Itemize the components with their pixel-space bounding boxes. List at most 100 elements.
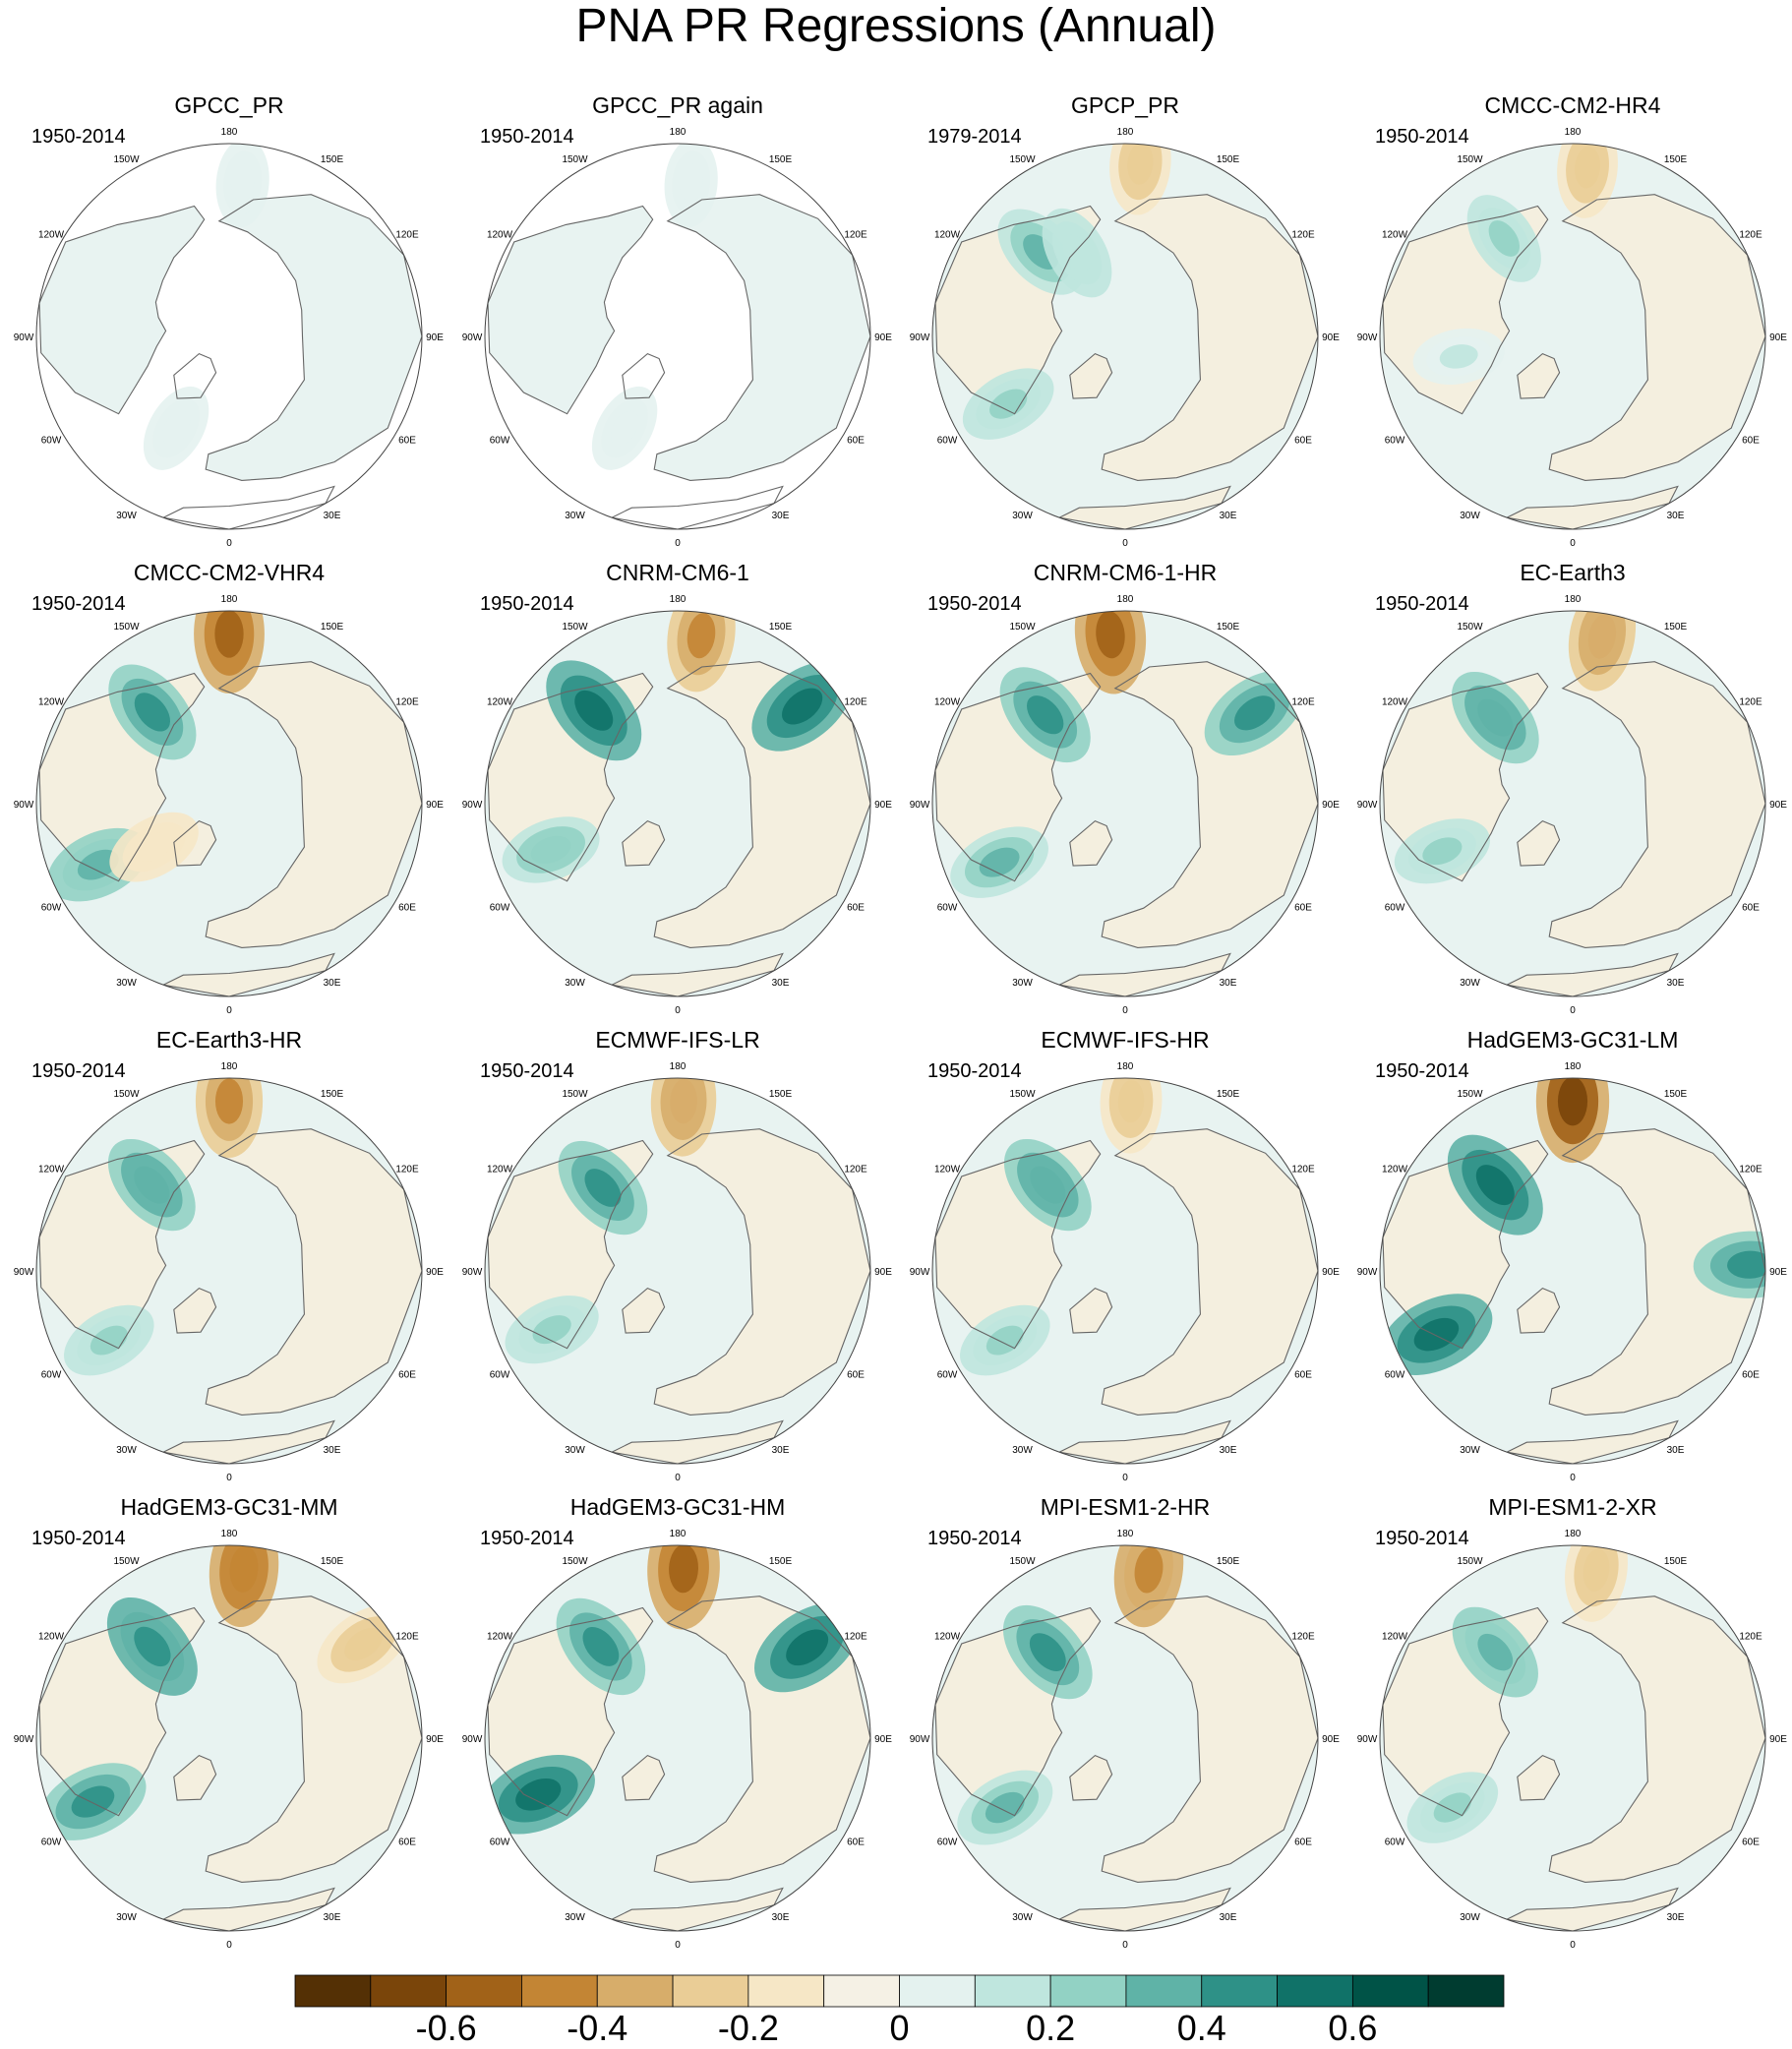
panel-years: 1950-2014 (31, 126, 126, 148)
panel-title: ECMWF-IFS-LR (595, 1027, 759, 1053)
regression-anomaly (670, 1078, 697, 1124)
regression-anomaly (1557, 1078, 1588, 1126)
longitude-label: 120E (395, 1165, 419, 1175)
longitude-label: 150E (321, 1556, 344, 1567)
longitude-label: 120E (1291, 697, 1315, 708)
land-field (1517, 820, 1560, 867)
map-boundary (931, 1544, 1319, 1932)
longitude-label: 120W (487, 1165, 513, 1175)
map-boundary (1379, 1544, 1766, 1932)
longitude-label: 0 (675, 538, 681, 549)
panel-title: ECMWF-IFS-HR (1041, 1027, 1209, 1053)
panel-title: EC-Earth3 (1520, 560, 1625, 585)
colorbar-tick-label: -0.2 (718, 2008, 779, 2048)
colorbar-bin (899, 1974, 976, 2008)
land-field (206, 661, 422, 948)
longitude-label: 60W (490, 436, 510, 447)
longitude-label: 150W (113, 1089, 140, 1100)
longitude-label: 30W (1012, 511, 1033, 521)
longitude-label: 120E (1291, 1165, 1315, 1175)
longitude-label: 180 (1565, 127, 1582, 138)
longitude-label: 90W (1357, 1734, 1378, 1745)
longitude-label: 180 (221, 127, 238, 138)
longitude-label: 90E (874, 1267, 892, 1278)
longitude-label: 150E (769, 154, 793, 165)
map-panel: 180 150E 120E 90E 60E 30E 0 30W 60W 90W 120W 150W GP… (462, 92, 893, 549)
longitude-label: 90E (426, 800, 444, 811)
longitude-label: 150E (1217, 1556, 1240, 1567)
coastline (1548, 194, 1765, 481)
coastline (1069, 819, 1113, 867)
longitude-label: 60W (41, 1370, 62, 1381)
map-field (36, 611, 422, 996)
coastline (1382, 672, 1549, 882)
longitude-label: 30E (1220, 511, 1237, 521)
regression-anomaly (530, 835, 571, 864)
coastline (934, 672, 1102, 882)
longitude-label: 180 (221, 594, 238, 605)
longitude-label: 180 (1117, 1529, 1134, 1539)
land-field (488, 206, 653, 414)
coastline (38, 1139, 206, 1350)
longitude-label: 30W (565, 1445, 585, 1456)
coastline (173, 819, 217, 867)
longitude-label: 90W (910, 1734, 930, 1745)
longitude-label: 0 (226, 538, 232, 549)
longitude-label: 90E (1769, 332, 1787, 343)
longitude-label: 30W (1460, 1445, 1480, 1456)
longitude-label: 120E (395, 1632, 419, 1643)
regression-anomaly (1575, 146, 1601, 189)
coastline (934, 205, 1102, 415)
longitude-label: 150E (1664, 154, 1688, 165)
longitude-label: 150E (1664, 1089, 1688, 1100)
longitude-label: 120E (844, 230, 867, 241)
longitude-label: 90W (14, 332, 34, 343)
coastline (38, 672, 206, 882)
longitude-label: 180 (1117, 127, 1134, 138)
longitude-label: 30E (1220, 1912, 1237, 1923)
coastline (487, 205, 654, 415)
coastline (1382, 1139, 1549, 1350)
longitude-label: 180 (1565, 1529, 1582, 1539)
map-field (485, 1078, 870, 1464)
map-boundary (35, 1544, 423, 1932)
longitude-label: 120W (487, 697, 513, 708)
longitude-label: 0 (675, 1005, 681, 1016)
coastline (1101, 1596, 1318, 1883)
land-field (173, 1288, 216, 1334)
coastline (1505, 1419, 1679, 1464)
longitude-label: 90E (1769, 1734, 1787, 1745)
longitude-label: 180 (670, 1529, 687, 1539)
longitude-label: 180 (221, 1061, 238, 1072)
longitude-label: 120E (1291, 1632, 1315, 1643)
longitude-label: 180 (1565, 594, 1582, 605)
coastline (1382, 205, 1549, 415)
longitude-label: 0 (675, 1473, 681, 1483)
longitude-label: 30E (1667, 1912, 1685, 1923)
longitude-label: 60E (398, 903, 416, 914)
regression-anomaly (1477, 1633, 1514, 1671)
panel-title: CNRM-CM6-1 (606, 560, 749, 585)
map-panel: 180 150E 120E 90E 60E 30E 0 30W 60W 90W 120W 150W GP… (14, 92, 445, 549)
longitude-label: 120W (38, 230, 65, 241)
longitude-label: 30W (1460, 1912, 1480, 1923)
coastline (38, 1606, 206, 1817)
longitude-label: 0 (1570, 1005, 1576, 1016)
coastline (1517, 819, 1561, 867)
map-boundary (484, 1544, 871, 1932)
coastline (1057, 952, 1231, 996)
longitude-label: 60W (41, 1838, 62, 1848)
coastline (610, 952, 784, 996)
coastline (934, 1139, 1102, 1350)
panel-title: CNRM-CM6-1-HR (1034, 560, 1218, 585)
longitude-label: 30W (565, 511, 585, 521)
regression-anomaly (515, 1778, 562, 1811)
longitude-label: 150W (113, 154, 140, 165)
longitude-label: 30W (565, 978, 585, 989)
longitude-label: 60W (937, 903, 958, 914)
regression-anomaly (1727, 1250, 1765, 1279)
longitude-label: 120W (1382, 697, 1408, 708)
colorbar: -0.6 -0.4 -0.2 0 0.2 0.4 0.6 (294, 1974, 1505, 2048)
map-boundary (1379, 143, 1766, 530)
